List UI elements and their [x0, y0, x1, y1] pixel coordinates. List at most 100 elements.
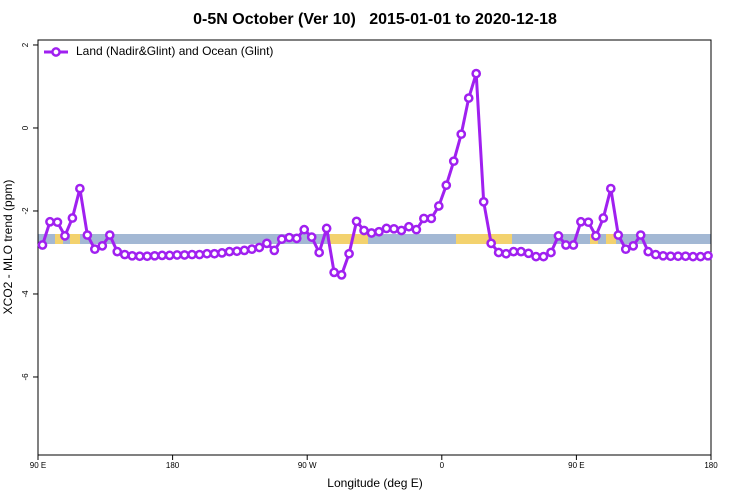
data-point — [134, 251, 145, 262]
data-point — [433, 201, 444, 211]
data-point — [217, 248, 227, 258]
data-point — [112, 246, 123, 257]
data-point — [441, 180, 452, 191]
data-point — [179, 250, 190, 260]
data-point — [673, 251, 683, 262]
data-point — [561, 240, 571, 250]
data-point — [658, 250, 668, 261]
data-point — [478, 197, 489, 207]
data-point — [471, 68, 482, 79]
data-point — [149, 250, 160, 261]
data-point — [45, 216, 55, 227]
data-point — [583, 217, 594, 228]
data-point — [60, 231, 70, 241]
chart-title: 0-5N October (Ver 10) 2015-01-01 to 2020… — [193, 11, 557, 28]
data-point — [665, 251, 676, 262]
data-point — [419, 213, 429, 224]
data-point — [314, 247, 325, 258]
data-point — [37, 240, 48, 250]
data-point — [381, 223, 392, 234]
data-point — [546, 247, 556, 258]
data-point — [374, 226, 384, 237]
data-point — [142, 251, 153, 262]
data-point — [501, 248, 511, 259]
data-point — [269, 245, 280, 256]
legend-entry: Land (Nadir&Glint) and Ocean (Glint) — [44, 44, 273, 58]
data-point — [516, 246, 526, 257]
y-axis-label: XCO2 - MLO trend (ppm) — [1, 180, 15, 315]
x-tick-label: 180 — [166, 461, 180, 470]
data-point — [187, 249, 197, 260]
data-point — [157, 250, 167, 261]
data-point — [389, 223, 399, 234]
data-point — [52, 217, 63, 228]
data-point — [426, 213, 437, 224]
data-point — [553, 231, 564, 241]
data-point — [284, 232, 295, 243]
data-point — [628, 240, 639, 251]
data-point — [650, 249, 661, 260]
data-point — [531, 251, 541, 262]
data-point — [194, 249, 205, 260]
data-point — [119, 249, 130, 260]
y-tick-label: -4 — [21, 290, 30, 298]
data-point — [75, 183, 85, 194]
data-point — [276, 234, 287, 245]
data-point — [336, 270, 347, 280]
data-point — [366, 228, 377, 238]
data-point — [351, 216, 362, 227]
y-tick-label: -2 — [21, 207, 30, 215]
data-point — [254, 242, 265, 253]
data-point — [239, 245, 250, 256]
data-point — [67, 213, 78, 223]
data-point — [306, 232, 317, 242]
data-point — [635, 230, 646, 240]
data-point — [493, 247, 504, 258]
x-tick-label: 0 — [440, 461, 445, 470]
data-point — [232, 246, 242, 257]
data-point — [247, 244, 257, 255]
data-point — [172, 250, 182, 260]
data-point — [404, 221, 414, 232]
plot-frame — [37, 39, 712, 456]
ocean-band — [38, 234, 711, 244]
data-point — [448, 156, 459, 167]
data-point — [202, 248, 212, 259]
data-point — [411, 224, 422, 235]
data-point — [688, 251, 698, 262]
land-band — [55, 234, 63, 244]
x-axis-label: Longitude (deg E) — [327, 476, 422, 490]
data-point — [508, 246, 519, 257]
land-band — [330, 234, 368, 244]
land-band — [606, 234, 616, 244]
data-point — [396, 225, 407, 236]
data-point — [523, 248, 534, 259]
data-point — [463, 93, 474, 103]
x-tick-label: 90 E — [568, 461, 584, 470]
x-tick-label: 180 — [704, 461, 718, 470]
data-point — [321, 223, 332, 234]
data-point — [695, 251, 706, 262]
data-point — [359, 225, 369, 236]
data-point — [643, 246, 654, 257]
data-point — [568, 240, 579, 250]
data-point — [456, 129, 467, 140]
data-point — [605, 183, 616, 194]
x-tick-label: 90 W — [298, 461, 317, 470]
legend-marker — [51, 47, 61, 57]
data-point — [620, 244, 631, 255]
data-point — [344, 248, 354, 259]
x-tick-label: 90 E — [30, 461, 46, 470]
data-point — [261, 238, 272, 249]
data-point — [164, 250, 175, 261]
data-point — [127, 250, 138, 261]
data-point — [590, 231, 601, 241]
data-point — [89, 244, 100, 255]
data-point — [613, 230, 624, 240]
data-point — [703, 250, 713, 261]
land-band — [456, 234, 512, 244]
data-point — [538, 251, 549, 262]
data-point — [486, 238, 497, 249]
